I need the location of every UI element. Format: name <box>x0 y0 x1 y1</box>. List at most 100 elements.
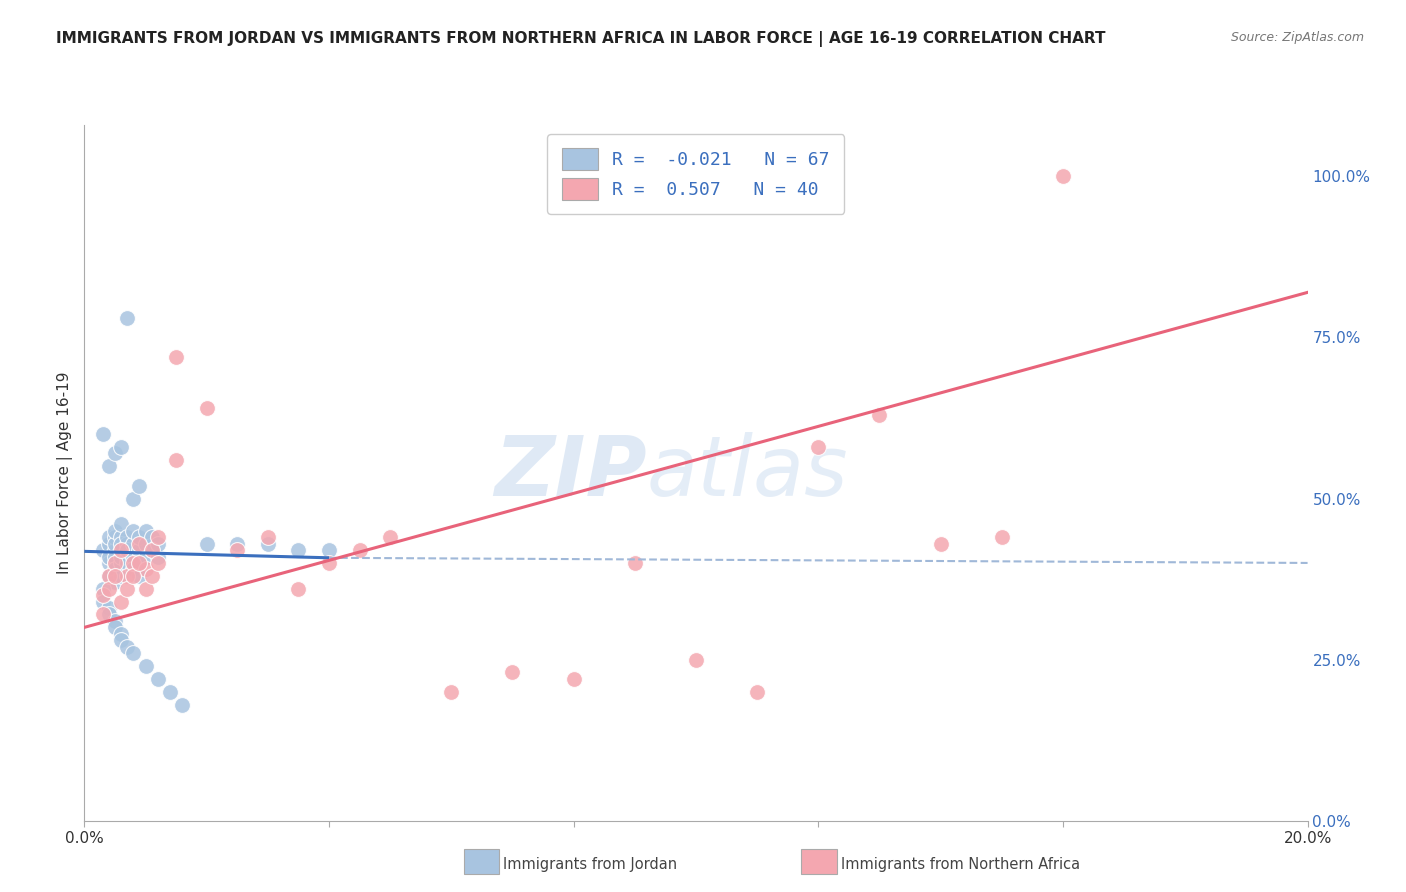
Point <box>104 620 127 634</box>
Point <box>287 543 309 558</box>
Point <box>226 543 249 558</box>
Point <box>318 543 340 558</box>
Point <box>135 549 157 564</box>
Point <box>110 549 132 564</box>
Point <box>115 530 138 544</box>
Point <box>128 536 150 550</box>
Point <box>1052 169 1074 184</box>
Point <box>110 594 132 608</box>
Point <box>110 530 132 544</box>
Point <box>104 562 127 576</box>
Point <box>440 685 463 699</box>
Point <box>141 543 163 558</box>
Point <box>110 556 132 570</box>
Point <box>91 582 114 596</box>
Point <box>122 491 145 506</box>
Point <box>104 575 127 590</box>
Text: Immigrants from Jordan: Immigrants from Jordan <box>503 857 678 871</box>
Point <box>624 556 647 570</box>
Point <box>146 556 169 570</box>
Point <box>97 549 120 564</box>
Legend: R =  -0.021   N = 67, R =  0.507   N = 40: R = -0.021 N = 67, R = 0.507 N = 40 <box>547 134 845 214</box>
Point <box>104 614 127 628</box>
Point <box>104 530 127 544</box>
Y-axis label: In Labor Force | Age 16-19: In Labor Force | Age 16-19 <box>58 371 73 574</box>
Point <box>104 569 127 583</box>
Point <box>128 556 150 570</box>
Point <box>146 549 169 564</box>
Point <box>135 536 157 550</box>
Point <box>115 543 138 558</box>
Point <box>135 659 157 673</box>
Point <box>91 594 114 608</box>
Point <box>104 536 127 550</box>
Point <box>128 530 150 544</box>
Point <box>91 543 114 558</box>
Point <box>110 536 132 550</box>
Point <box>146 672 169 686</box>
Point <box>257 536 280 550</box>
Point <box>91 427 114 442</box>
Point <box>807 440 830 454</box>
Point <box>869 408 891 422</box>
Point <box>91 588 114 602</box>
Point <box>195 536 218 550</box>
Point <box>110 569 132 583</box>
Point <box>97 556 120 570</box>
Point <box>110 517 132 532</box>
Point <box>562 672 585 686</box>
Point <box>97 569 120 583</box>
Point <box>97 601 120 615</box>
Point <box>104 556 127 570</box>
Point <box>257 530 280 544</box>
Point <box>97 530 120 544</box>
Point <box>226 536 249 550</box>
Point <box>97 459 120 474</box>
Point <box>122 646 145 660</box>
Point <box>122 562 145 576</box>
Point <box>110 543 132 558</box>
Text: Source: ZipAtlas.com: Source: ZipAtlas.com <box>1230 31 1364 45</box>
Text: atlas: atlas <box>647 433 849 513</box>
Point <box>91 607 114 622</box>
Point <box>165 350 187 364</box>
Point <box>110 633 132 648</box>
Point <box>115 582 138 596</box>
Point <box>502 665 524 680</box>
Point <box>115 640 138 654</box>
Point <box>104 446 127 460</box>
Point <box>349 543 371 558</box>
Point <box>146 536 169 550</box>
Point <box>141 530 163 544</box>
Point <box>195 401 218 416</box>
Point <box>165 453 187 467</box>
Point <box>685 652 707 666</box>
Point <box>104 543 127 558</box>
Point <box>146 530 169 544</box>
Point <box>122 536 145 550</box>
Point <box>115 549 138 564</box>
Point <box>110 627 132 641</box>
Point <box>115 556 138 570</box>
Point <box>115 536 138 550</box>
Point <box>135 562 157 576</box>
Point <box>122 556 145 570</box>
Point <box>929 536 952 550</box>
Point <box>747 685 769 699</box>
Point <box>991 530 1014 544</box>
Text: IMMIGRANTS FROM JORDAN VS IMMIGRANTS FROM NORTHERN AFRICA IN LABOR FORCE | AGE 1: IMMIGRANTS FROM JORDAN VS IMMIGRANTS FRO… <box>56 31 1105 47</box>
Text: ZIP: ZIP <box>495 433 647 513</box>
Point <box>128 569 150 583</box>
Point <box>122 569 145 583</box>
Point <box>318 556 340 570</box>
Point <box>122 524 145 538</box>
Point <box>104 524 127 538</box>
Point <box>97 607 120 622</box>
Point <box>159 685 181 699</box>
Point <box>110 543 132 558</box>
Point <box>110 440 132 454</box>
Point <box>141 569 163 583</box>
Point <box>97 582 120 596</box>
Point <box>104 549 127 564</box>
Point <box>172 698 194 712</box>
